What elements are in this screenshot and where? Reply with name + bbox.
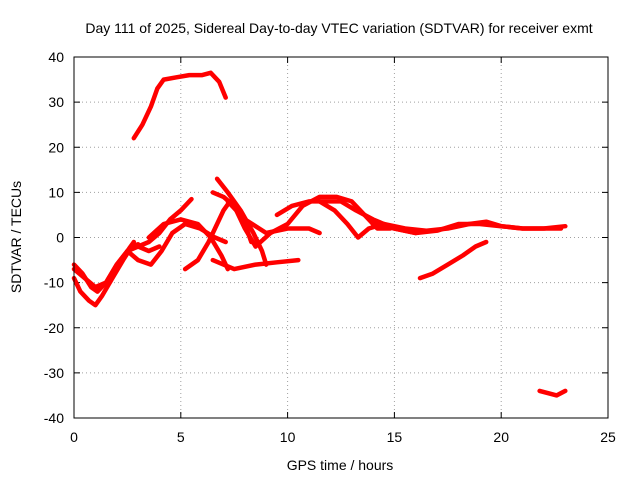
- x-tick-label: 20: [493, 429, 509, 445]
- x-tick-label: 15: [387, 429, 403, 445]
- series-layer: [71, 70, 568, 398]
- chart-title: Day 111 of 2025, Sidereal Day-to-day VTE…: [85, 20, 592, 36]
- y-tick-label: 30: [48, 94, 64, 110]
- x-tick-label: 25: [600, 429, 616, 445]
- y-tick-label: 20: [48, 139, 64, 155]
- y-tick-label: -20: [44, 320, 64, 336]
- y-tick-label: -40: [44, 410, 64, 426]
- series-line-arc-7: [146, 217, 231, 272]
- series-line-arc-11: [210, 257, 301, 272]
- series-line-arc-4: [71, 244, 162, 290]
- x-tick-label: 10: [280, 429, 296, 445]
- series-line-arc-1: [131, 70, 228, 141]
- y-tick-label: 0: [56, 230, 64, 246]
- series-line-arc-8: [182, 199, 258, 272]
- series-line-arc-6: [135, 196, 194, 249]
- y-tick-label: 10: [48, 184, 64, 200]
- series-line-arc-18: [537, 388, 568, 398]
- y-tick-label: -10: [44, 275, 64, 291]
- y-tick-label: 40: [48, 49, 64, 65]
- x-tick-label: 0: [70, 429, 78, 445]
- series-line-arc-16: [370, 221, 564, 236]
- series-line-arc-13: [253, 194, 393, 249]
- grid-layer: [74, 57, 608, 418]
- y-tick-label: -30: [44, 365, 64, 381]
- series-line-arc-17: [417, 239, 489, 281]
- y-axis-label: SDTVAR / TECUs: [8, 181, 24, 293]
- x-axis-label: GPS time / hours: [287, 457, 394, 473]
- plot-frame: [73, 56, 609, 419]
- x-tick-label: 5: [177, 429, 185, 445]
- tick-label-layer: 0 5 10 15 20 25 -40 -30 -20 -10 0 10 20 30 40: [44, 49, 616, 445]
